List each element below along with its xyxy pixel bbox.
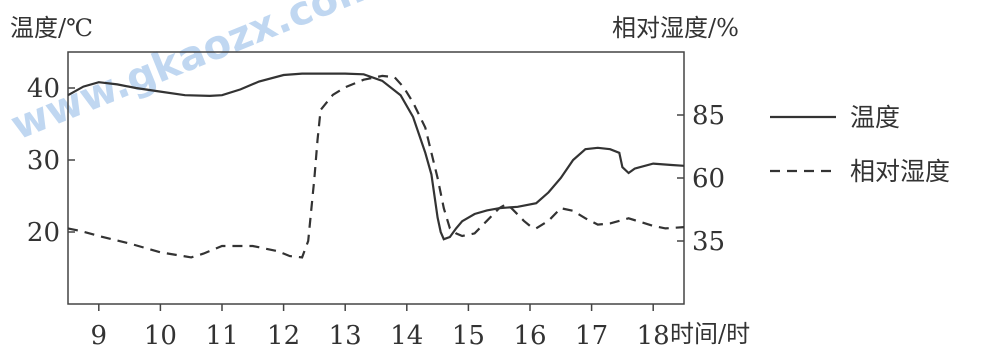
- series-lines: [67, 72, 685, 259]
- right-tick-label: 60: [692, 164, 725, 194]
- x-tick-label: 11: [205, 321, 238, 351]
- right-tick-label: 85: [692, 101, 725, 131]
- left-tick-label: 30: [27, 146, 60, 176]
- temperature-series-line: [67, 72, 685, 241]
- x-tick-label: 10: [144, 321, 177, 351]
- x-axis-title: 时间/时: [670, 320, 750, 348]
- humidity-series-line: [67, 74, 685, 259]
- left-axis-title: 温度/℃: [10, 14, 93, 42]
- right-axis-title: 相对湿度/%: [612, 14, 739, 42]
- x-tick-label: 17: [575, 321, 608, 351]
- right-axis-ticks: 35 60 85: [677, 101, 725, 257]
- x-tick-label: 9: [91, 321, 108, 351]
- legend-label-temperature: 温度: [850, 103, 900, 132]
- x-tick-label: 16: [513, 321, 546, 351]
- x-tick-label: 14: [390, 321, 423, 351]
- x-axis-ticks: 9 10 11 12 13 14 15 16 17 18: [91, 304, 670, 351]
- x-tick-label: 13: [329, 321, 362, 351]
- right-tick-label: 35: [692, 227, 725, 257]
- legend: 温度 相对湿度: [770, 103, 950, 186]
- left-tick-label: 40: [27, 74, 60, 104]
- left-tick-label: 20: [27, 218, 60, 248]
- x-tick-label: 15: [452, 321, 485, 351]
- x-tick-label: 18: [637, 321, 670, 351]
- left-axis-ticks: 20 30 40: [27, 74, 75, 248]
- x-tick-label: 12: [267, 321, 300, 351]
- legend-label-humidity: 相对湿度: [850, 157, 950, 186]
